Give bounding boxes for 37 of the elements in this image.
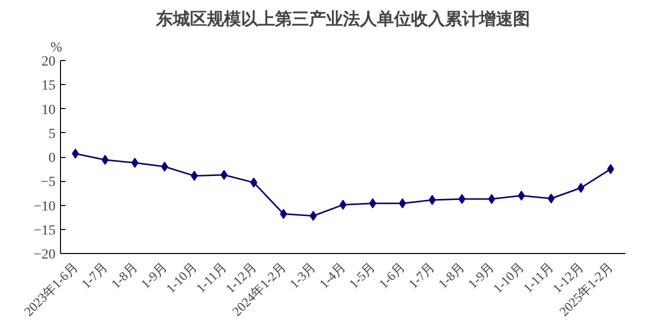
x-tick-label: 1-8月 bbox=[435, 259, 468, 292]
y-tick-label: 15 bbox=[42, 78, 56, 94]
point bbox=[398, 198, 406, 208]
point bbox=[428, 194, 436, 205]
x-tick-label: 1-8月 bbox=[108, 259, 140, 292]
point bbox=[190, 170, 198, 181]
point bbox=[310, 210, 317, 221]
y-tick-label: −5 bbox=[40, 175, 56, 190]
point bbox=[220, 170, 228, 180]
y-tick-label: 10 bbox=[42, 102, 56, 118]
y-tick-label: 0 bbox=[48, 151, 56, 166]
x-tick-label: 1-7月 bbox=[405, 259, 438, 292]
x-tick-label: 1-7月 bbox=[78, 259, 110, 292]
y-tick-label: 5 bbox=[48, 126, 56, 142]
x-tick-label: 1-5月 bbox=[346, 259, 378, 292]
point bbox=[607, 164, 614, 174]
x-tick-label: 1-4月 bbox=[316, 259, 348, 292]
chart-title: 东城区规模以上第三产业法人单位收入累计增速图 bbox=[155, 10, 530, 28]
point bbox=[548, 193, 555, 204]
point bbox=[102, 154, 109, 165]
point bbox=[280, 208, 288, 219]
y-tick-label: −20 bbox=[34, 248, 56, 262]
point bbox=[488, 194, 496, 204]
point bbox=[161, 162, 168, 172]
x-tick-label: 1-3月 bbox=[286, 259, 319, 292]
x-tick-label: 1-6月 bbox=[376, 259, 408, 292]
y-axis-title: % bbox=[50, 40, 62, 56]
point bbox=[369, 198, 376, 208]
point bbox=[250, 178, 258, 188]
point bbox=[518, 190, 525, 201]
y-tick-label: 20 bbox=[42, 54, 56, 70]
point bbox=[577, 182, 584, 193]
point bbox=[72, 148, 79, 159]
y-tick-label: −10 bbox=[34, 199, 56, 214]
point bbox=[131, 158, 138, 168]
y-tick-label: −15 bbox=[34, 223, 56, 238]
point bbox=[458, 194, 466, 204]
